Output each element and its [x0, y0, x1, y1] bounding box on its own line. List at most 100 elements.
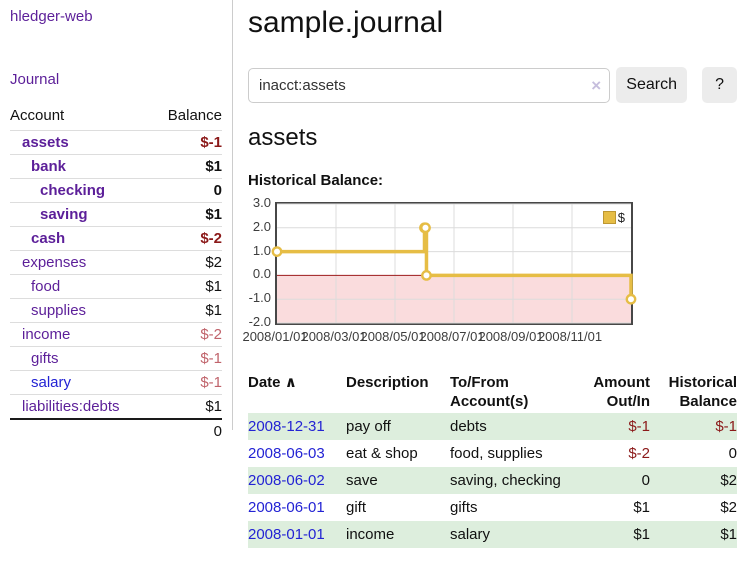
accounts-total: 0 [151, 418, 222, 443]
account-row: food $1 [10, 274, 222, 299]
account-link-bank[interactable]: bank [31, 158, 67, 175]
table-row: 2008-06-01 gift gifts $1 $2 [248, 494, 737, 521]
accounts-table: Account Balance assets $-1 bank $1 check… [10, 103, 222, 443]
account-balance: $-1 [151, 346, 222, 371]
account-balance: $-2 [151, 322, 222, 347]
account-row: salary $-1 [10, 370, 222, 395]
transaction-amount: 0 [641, 472, 650, 489]
transaction-date-link[interactable]: 2008-06-01 [248, 499, 325, 516]
account-row: supplies $1 [10, 298, 222, 323]
account-balance: $-2 [151, 226, 222, 251]
amount-column-header: Amount Out/In [593, 374, 650, 410]
account-link-assets[interactable]: assets [22, 134, 69, 151]
account-row: expenses $2 [10, 250, 222, 275]
account-balance: $1 [151, 154, 222, 179]
y-axis-label: 2.0 [252, 218, 271, 234]
date-column-header[interactable]: Date ∧ [248, 374, 297, 391]
account-row: liabilities:debts $1 [10, 394, 222, 419]
transaction-balance: $-1 [715, 418, 737, 435]
sort-ascending-icon: ∧ [284, 374, 297, 391]
account-row: gifts $-1 [10, 346, 222, 371]
data-point-marker [271, 246, 283, 257]
transaction-amount: $1 [633, 499, 650, 516]
account-balance: $2 [151, 250, 222, 275]
clear-search-icon[interactable]: × [591, 75, 602, 95]
x-axis-label: 2008/01/01 [242, 329, 308, 344]
table-row: 2008-01-01 income salary $1 $1 [248, 521, 737, 548]
transaction-date-link[interactable]: 2008-01-01 [248, 526, 325, 543]
sidebar: hledger-web Journal Account Balance asse… [0, 0, 233, 443]
account-row: saving $1 [10, 202, 222, 227]
y-axis-label: 1.0 [252, 242, 271, 258]
chart-canvas [271, 203, 637, 324]
transaction-balance: 0 [728, 445, 737, 462]
transaction-balance: $2 [720, 472, 737, 489]
account-link-checking[interactable]: checking [40, 182, 106, 199]
account-link-cash[interactable]: cash [31, 230, 66, 247]
account-balance: $1 [151, 394, 222, 419]
account-link-supplies[interactable]: supplies [31, 302, 87, 319]
accounts-total-row: 0 [10, 418, 222, 443]
transaction-date-link[interactable]: 2008-06-03 [248, 445, 325, 462]
account-balance: $1 [151, 298, 222, 323]
help-button[interactable]: ? [702, 67, 738, 103]
transaction-description: pay off [346, 418, 391, 435]
transaction-accounts: gifts [450, 499, 478, 516]
transaction-description: gift [346, 499, 367, 516]
account-link-gifts[interactable]: gifts [31, 350, 59, 367]
sidebar-item-journal[interactable]: Journal [10, 71, 60, 88]
accounts-header-row: Account Balance [10, 103, 222, 131]
transaction-description: eat & shop [346, 445, 418, 462]
legend-swatch-icon [602, 211, 616, 224]
x-axis-label: 2008/07/01 [419, 329, 485, 344]
account-link-liabilities-debts[interactable]: liabilities:debts [22, 398, 120, 415]
account-row: bank $1 [10, 154, 222, 179]
account-row: cash $-2 [10, 226, 222, 251]
account-link-saving[interactable]: saving [40, 206, 88, 223]
account-balance: $1 [151, 202, 222, 227]
register-header-row: Date ∧ Description To/From Account(s) Am… [248, 371, 737, 413]
y-axis-label: 3.0 [252, 195, 271, 210]
y-axis-label: -2.0 [248, 314, 271, 329]
account-link-income[interactable]: income [22, 326, 71, 343]
transaction-balance: $1 [720, 526, 737, 543]
data-point-marker [421, 270, 432, 281]
transaction-amount: $1 [633, 526, 650, 543]
transaction-date-link[interactable]: 2008-12-31 [248, 418, 325, 435]
account-balance: 0 [151, 178, 222, 203]
x-axis-labels: 2008/01/01 2008/03/01 2008/05/01 2008/07/01… [242, 329, 633, 347]
account-link-salary[interactable]: salary [31, 374, 72, 391]
chart-title: Historical Balance: [248, 172, 384, 189]
search-input[interactable] [248, 67, 611, 103]
balance-chart: $ 3.0 2.0 1.0 0.0 -1.0 -2.0 2008/01/01 2008/03… [242, 195, 737, 352]
transaction-description: save [346, 472, 378, 489]
search-box: × [248, 67, 611, 103]
transaction-accounts: saving, checking [450, 472, 561, 489]
search-form: × Search ? [248, 67, 738, 103]
search-button[interactable]: Search [616, 67, 688, 103]
account-row: assets $-1 [10, 130, 222, 155]
main-content: sample.journal × Search ? assets Histori… [242, 0, 738, 548]
transaction-accounts: debts [450, 418, 487, 435]
x-axis-label: 2008/03/01 [301, 329, 367, 344]
historical-balance-column-header: Historical Balance [668, 374, 737, 410]
data-point-marker [625, 293, 637, 305]
x-axis-label: 2008/05/01 [360, 329, 426, 344]
x-axis-label: 2008/09/01 [478, 329, 544, 344]
account-link-food[interactable]: food [31, 278, 61, 295]
y-axis-label: -1.0 [248, 290, 271, 306]
x-axis-label: 2008/11/01 [537, 329, 603, 344]
data-point-marker [420, 222, 431, 234]
transaction-amount: $-2 [628, 445, 650, 462]
chart-plot-area: $ [271, 202, 637, 325]
app-title-link[interactable]: hledger-web [10, 8, 93, 25]
account-balance: $-1 [151, 370, 222, 395]
transaction-balance: $2 [720, 499, 737, 516]
transaction-date-link[interactable]: 2008-06-02 [248, 472, 325, 489]
account-row: income $-2 [10, 322, 222, 347]
table-row: 2008-06-02 save saving, checking 0 $2 [248, 467, 737, 494]
balance-column-header: Balance [167, 107, 222, 124]
account-link-expenses[interactable]: expenses [22, 254, 87, 271]
accounts-column-header: To/From Account(s) [450, 374, 529, 410]
